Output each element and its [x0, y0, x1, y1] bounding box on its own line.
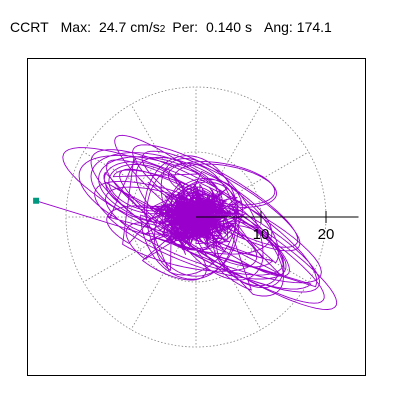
tick-label-10: 10	[253, 226, 270, 243]
period-value: 0.140 s	[206, 19, 252, 35]
max-unit: cm/s	[130, 19, 160, 35]
particle-motion-trace	[35, 134, 338, 310]
angle-label: Ang:	[263, 19, 293, 35]
plot-frame	[27, 58, 366, 376]
motion-trace-group	[35, 134, 338, 310]
max-label: Max:	[60, 19, 91, 35]
plot-header: CCRT Max: 24.7 cm/s 2 Per: 0.140 s Ang: 1…	[10, 19, 332, 35]
period-label: Per:	[172, 19, 199, 35]
trace-start-marker	[33, 197, 40, 204]
angle-value: 174.1	[296, 19, 332, 35]
tick-label-20: 20	[318, 226, 335, 243]
axis-group: 10 20	[196, 211, 359, 243]
station-code: CCRT	[10, 19, 49, 35]
max-value: 24.7	[98, 19, 127, 35]
